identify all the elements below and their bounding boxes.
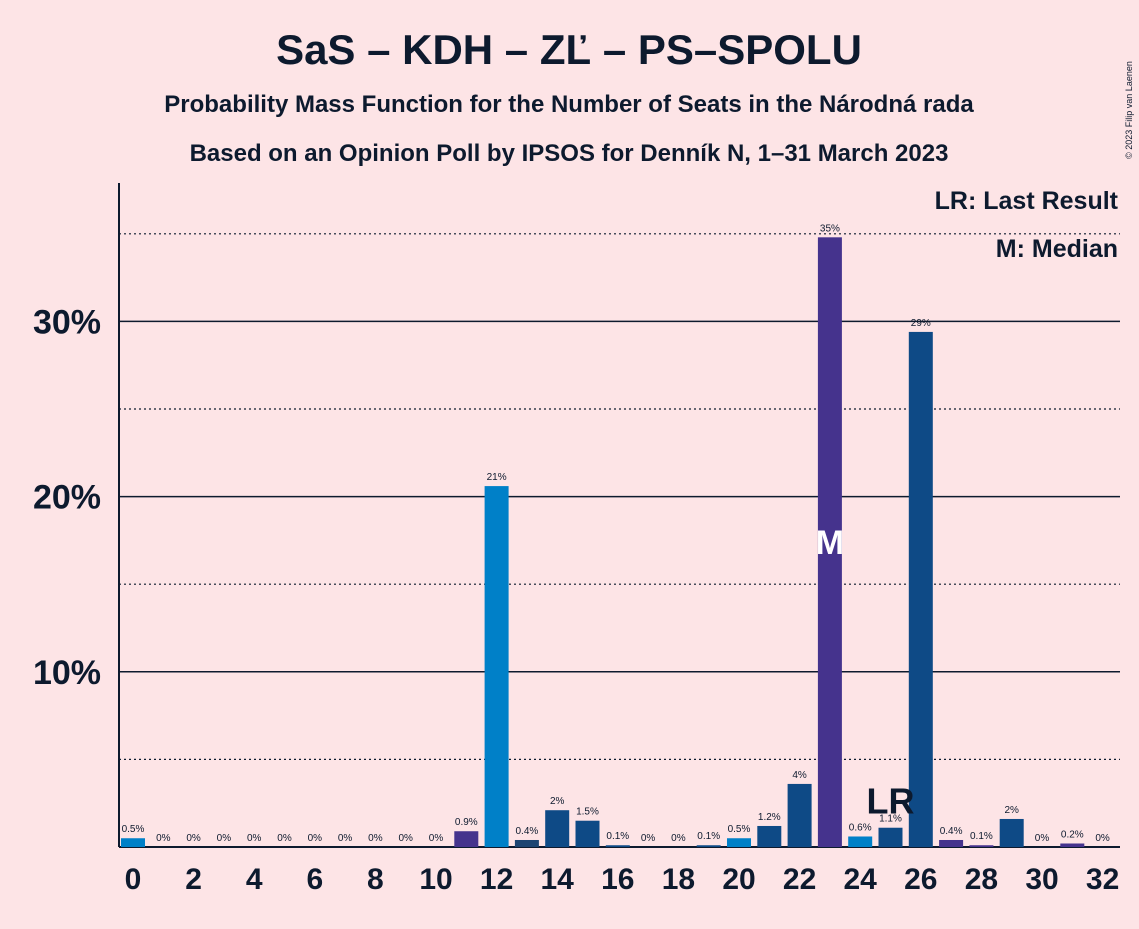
x-tick-label: 6 <box>306 863 323 896</box>
value-label: 0% <box>308 833 323 844</box>
x-tick-label: 24 <box>844 863 878 896</box>
annotation: LR <box>867 781 915 822</box>
value-label: 0.4% <box>516 826 539 837</box>
bar <box>454 831 479 847</box>
value-label: 0.2% <box>1061 829 1084 840</box>
value-label: 1.1% <box>879 814 902 825</box>
bar <box>1060 843 1085 847</box>
x-tick-label: 18 <box>662 863 695 896</box>
value-label: 0.5% <box>122 824 145 835</box>
value-label: 0.4% <box>940 826 963 837</box>
y-tick-label: 20% <box>33 479 101 517</box>
bar <box>696 845 721 847</box>
value-label: 1.2% <box>758 812 781 823</box>
value-label: 0.1% <box>697 831 720 842</box>
bar <box>787 783 812 847</box>
value-label: 0% <box>429 833 444 844</box>
value-label: 4% <box>792 770 807 781</box>
value-label: 0.1% <box>606 831 629 842</box>
bar <box>939 839 964 847</box>
chart-subtitle: Probability Mass Function for the Number… <box>164 91 974 118</box>
chart-title: SaS – KDH – ZĽ – PS–SPOLU <box>276 26 862 73</box>
x-tick-label: 0 <box>125 863 142 896</box>
x-tick-label: 2 <box>185 863 202 896</box>
value-label: 0% <box>186 833 201 844</box>
x-tick-label: 32 <box>1086 863 1119 896</box>
value-label: 0% <box>641 833 656 844</box>
x-tick-label: 12 <box>480 863 513 896</box>
value-label: 0% <box>217 833 232 844</box>
bar <box>605 845 630 847</box>
value-label: 0% <box>338 833 353 844</box>
value-label: 1.5% <box>576 807 599 818</box>
bar <box>878 827 903 847</box>
value-label: 2% <box>1004 805 1019 816</box>
x-tick-label: 30 <box>1025 863 1058 896</box>
y-tick-label: 30% <box>33 303 101 341</box>
legend-entry: M: Median <box>996 235 1118 263</box>
bar <box>908 331 933 847</box>
x-tick-label: 22 <box>783 863 816 896</box>
bar <box>969 845 994 847</box>
value-label: 0.1% <box>970 831 993 842</box>
value-label: 0% <box>368 833 383 844</box>
copyright: © 2023 Filip van Laenen <box>1124 61 1134 159</box>
value-label: 0% <box>247 833 262 844</box>
value-label: 0% <box>671 833 686 844</box>
value-label: 0% <box>1035 833 1050 844</box>
value-label: 0.5% <box>728 824 751 835</box>
bar <box>848 836 873 847</box>
bar <box>514 839 539 847</box>
bar <box>727 838 751 847</box>
value-label: 29% <box>911 318 931 329</box>
value-label: 35% <box>820 223 840 234</box>
value-label: 0% <box>1095 833 1110 844</box>
x-tick-label: 26 <box>904 863 937 896</box>
x-tick-label: 20 <box>722 863 755 896</box>
x-tick-label: 4 <box>246 863 263 896</box>
bar <box>545 810 570 847</box>
value-label: 0% <box>156 833 171 844</box>
value-label: 0% <box>398 833 413 844</box>
bar <box>999 818 1024 847</box>
value-label: 2% <box>550 796 565 807</box>
x-tick-label: 8 <box>367 863 384 896</box>
x-tick-label: 28 <box>965 863 998 896</box>
x-tick-label: 16 <box>601 863 634 896</box>
bar <box>817 237 842 847</box>
legend-entry: LR: Last Result <box>935 187 1119 215</box>
bar <box>121 838 145 847</box>
value-label: 0.9% <box>455 817 478 828</box>
bar <box>575 820 600 847</box>
bar <box>757 825 782 847</box>
value-label: 0.6% <box>849 822 872 833</box>
value-label: 0% <box>277 833 292 844</box>
bar <box>484 486 509 847</box>
annotation: M <box>816 524 844 562</box>
y-tick-label: 10% <box>33 654 101 692</box>
x-tick-label: 10 <box>419 863 452 896</box>
x-tick-label: 14 <box>541 863 575 896</box>
value-label: 21% <box>487 472 507 483</box>
chart-subtitle: Based on an Opinion Poll by IPSOS for De… <box>190 140 949 167</box>
